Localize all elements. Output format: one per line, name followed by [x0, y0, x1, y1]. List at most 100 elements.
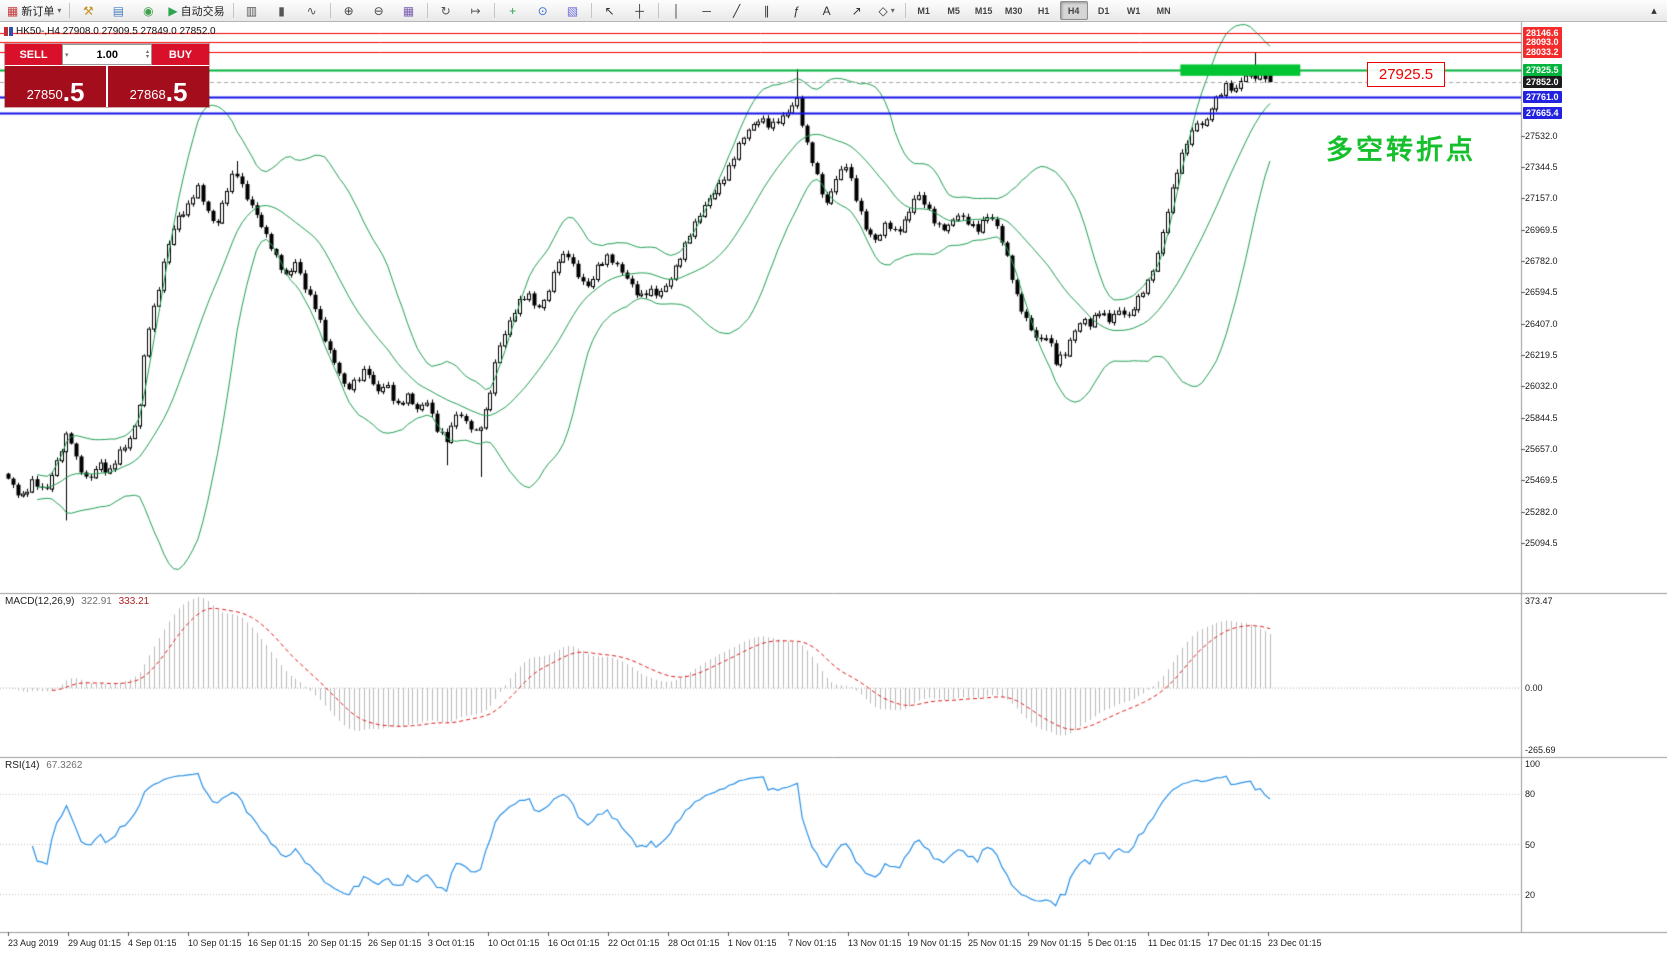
fibonacci-button[interactable]: ƒ — [783, 1, 811, 20]
timeframe-m1-button[interactable]: M1 — [917, 5, 930, 16]
trade-panel-header: SELL ▾ 1.00 ▴ ▾ BUY — [5, 44, 209, 65]
horizontal-line-button[interactable]: ─ — [693, 1, 721, 20]
indicators-button[interactable]: + — [499, 1, 527, 20]
toolbar-separator — [493, 3, 495, 18]
auto-scroll-icon: ↻ — [440, 3, 451, 18]
volume-spinner[interactable]: ▴ ▾ — [145, 48, 149, 60]
buy-button[interactable]: BUY — [152, 44, 209, 65]
timeframe-h4-button[interactable]: H4 — [1059, 1, 1088, 20]
cursor-icon: ↖ — [604, 3, 615, 18]
spinner-down-icon[interactable]: ▾ — [145, 53, 149, 60]
periods-button[interactable]: ⊙ — [529, 1, 557, 20]
volume-input[interactable]: ▾ 1.00 ▴ ▾ — [62, 44, 152, 65]
candlestick-chart-button[interactable]: ▮ — [268, 1, 296, 20]
shapes-icon: ◇ — [878, 3, 888, 18]
timeframe-m5-button[interactable]: M5 — [947, 5, 960, 16]
tile-windows-icon: ▦ — [402, 3, 415, 18]
profiles-button[interactable]: ▤ — [104, 1, 132, 20]
shapes-button[interactable]: ◇ ▾ — [873, 1, 901, 20]
one-click-trading-panel: SELL ▾ 1.00 ▴ ▾ BUY 27850.5 27868.5 — [5, 44, 209, 107]
timeframe-m15-button[interactable]: M15 — [974, 5, 993, 16]
price-axis[interactable] — [1521, 22, 1667, 932]
macd-main-value: 322.91 — [81, 596, 112, 607]
toolbar-separator — [657, 3, 659, 18]
text-icon: A — [822, 3, 831, 18]
new-order-button[interactable]: ▦ 新订单 ▾ — [3, 1, 65, 20]
sell-price[interactable]: 27850.5 — [5, 66, 106, 107]
vertical-line-button[interactable]: │ — [663, 1, 691, 20]
channel-icon: ∥ — [763, 3, 770, 18]
volume-dropdown-icon[interactable]: ▾ — [65, 51, 69, 59]
zoom-out-button[interactable]: ⊖ — [365, 1, 393, 20]
timeframe-d1-button[interactable]: D1 — [1097, 5, 1110, 16]
templates-icon: ▧ — [566, 3, 579, 18]
caret-down-icon: ▾ — [890, 6, 895, 15]
spinner-up-icon[interactable]: ▴ — [145, 48, 149, 55]
bar-chart-button[interactable]: ▥ — [238, 1, 266, 20]
price-callout: 27925.5 — [1367, 62, 1445, 87]
fibonacci-icon: ƒ — [793, 3, 800, 18]
horizontal-line-icon: ─ — [702, 3, 711, 18]
toolbar: ▦ 新订单 ▾ ⚒ ▤ ◉ ▶ 自动交易 ▥ ▮ ∿ ⊕ ⊖ ▦ ↻ ↦ + ⊙ ▧ ↖ ┼ │ ─ ╱ ∥ ƒ A ↗ ◇ ▾ M1 M5 M… — [0, 0, 1667, 22]
zoom-in-icon: ⊕ — [343, 3, 354, 18]
bar-chart-icon: ▥ — [245, 3, 258, 18]
chart-tools-button[interactable]: ⚒ — [74, 1, 102, 20]
channel-button[interactable]: ∥ — [753, 1, 781, 20]
new-order-button-label: 新订单 — [21, 5, 55, 18]
market-info-button[interactable]: ◉ — [134, 1, 162, 20]
trendline-button[interactable]: ╱ — [723, 1, 751, 20]
timeframe-mn-button[interactable]: MN — [1156, 5, 1171, 16]
date-axis[interactable] — [0, 932, 1521, 953]
timeframe-h1-button[interactable]: H1 — [1037, 5, 1050, 16]
new-order-icon: ▦ — [7, 3, 19, 18]
autotrading-icon: ▶ — [168, 3, 178, 18]
templates-button[interactable]: ▧ — [559, 1, 587, 20]
buy-price[interactable]: 27868.5 — [108, 66, 209, 107]
line-chart-icon: ∿ — [306, 3, 317, 18]
macd-signal-value: 333.21 — [118, 596, 150, 607]
toolbar-separator — [329, 3, 331, 18]
text-button[interactable]: A — [813, 1, 841, 20]
candlestick-chart-icon: ▮ — [278, 3, 285, 18]
macd-name: MACD(12,26,9) — [5, 596, 75, 607]
line-chart-button[interactable]: ∿ — [298, 1, 326, 20]
chart-title-text: HK50-,H4 27908.0 27909.5 27849.0 27852.0 — [16, 26, 216, 37]
periods-icon: ⊙ — [537, 3, 548, 18]
caret-down-icon: ▾ — [57, 6, 62, 15]
sell-price-main: 27850 — [26, 87, 63, 102]
toolbar-separator — [904, 3, 906, 18]
sell-button[interactable]: SELL — [5, 44, 62, 65]
crosshair-button[interactable]: ┼ — [626, 1, 654, 20]
autotrading-button-label: 自动交易 — [180, 5, 225, 18]
chart-title: HK50-,H4 27908.0 27909.5 27849.0 27852.0 — [4, 26, 216, 37]
buy-price-pips: .5 — [165, 77, 188, 107]
toolbar-separator — [232, 3, 234, 18]
indicators-icon: + — [509, 3, 517, 18]
vertical-line-icon: │ — [672, 3, 681, 18]
arrow-tools-icon: ↗ — [851, 3, 862, 18]
crosshair-icon: ┼ — [635, 3, 644, 18]
cursor-button[interactable]: ↖ — [596, 1, 624, 20]
trade-panel-prices: 27850.5 27868.5 — [5, 66, 209, 107]
toolbar-overflow-button[interactable]: ▴ — [1651, 5, 1657, 17]
tile-windows-button[interactable]: ▦ — [395, 1, 423, 20]
toolbar-separator — [590, 3, 592, 18]
arrow-tools-button[interactable]: ↗ — [843, 1, 871, 20]
sell-price-pips: .5 — [62, 77, 85, 107]
timeframe-m30-button[interactable]: M30 — [1004, 5, 1023, 16]
chart-shift-button[interactable]: ↦ — [462, 1, 490, 20]
rsi-label: RSI(14) 67.3262 — [5, 760, 82, 771]
chart-annotation: 多空转折点 — [1326, 135, 1476, 165]
toolbar-separator — [426, 3, 428, 18]
rsi-name: RSI(14) — [5, 760, 40, 771]
autotrading-button[interactable]: ▶ 自动交易 — [164, 1, 228, 20]
macd-label: MACD(12,26,9) 322.91 333.21 — [5, 596, 149, 607]
timeframe-w1-button[interactable]: W1 — [1126, 5, 1141, 16]
zoom-in-button[interactable]: ⊕ — [335, 1, 363, 20]
trendline-icon: ╱ — [732, 3, 741, 18]
auto-scroll-button[interactable]: ↻ — [432, 1, 460, 20]
chart-tools-icon: ⚒ — [82, 3, 94, 18]
symbol-icon — [4, 27, 13, 36]
